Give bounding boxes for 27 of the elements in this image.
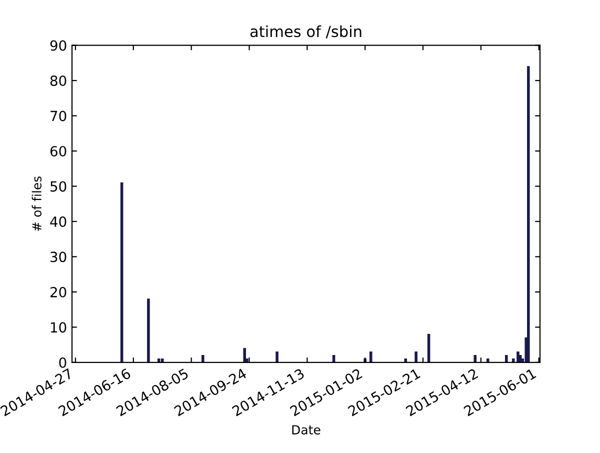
y-tick-label: 10 — [50, 322, 66, 333]
bar — [147, 298, 150, 362]
y-tick-label: 60 — [50, 146, 66, 156]
y-axis-title: # of files — [32, 176, 42, 231]
bar — [202, 355, 204, 362]
bar — [516, 351, 520, 362]
y-tick-label: 80 — [50, 76, 66, 86]
y-tick-label: 50 — [50, 181, 66, 192]
bar — [505, 355, 508, 362]
y-tick-label: 70 — [50, 110, 66, 122]
y-tick-label: 40 — [50, 216, 66, 227]
bar — [527, 66, 530, 362]
bar — [414, 351, 418, 362]
y-tick-label: 0 — [59, 357, 66, 368]
bar — [276, 351, 278, 362]
y-tick-label: 20 — [50, 286, 66, 298]
bar — [157, 358, 160, 362]
bar — [404, 358, 408, 362]
bar — [243, 348, 246, 362]
bar — [474, 355, 477, 362]
bar — [486, 358, 490, 362]
bar — [369, 351, 372, 362]
y-tick-label: 90 — [50, 40, 66, 51]
y-tick-label: 30 — [50, 252, 66, 262]
x-axis-title: Date — [292, 425, 320, 434]
bar — [120, 182, 124, 362]
chart-title: atimes of /sbin — [250, 25, 362, 38]
